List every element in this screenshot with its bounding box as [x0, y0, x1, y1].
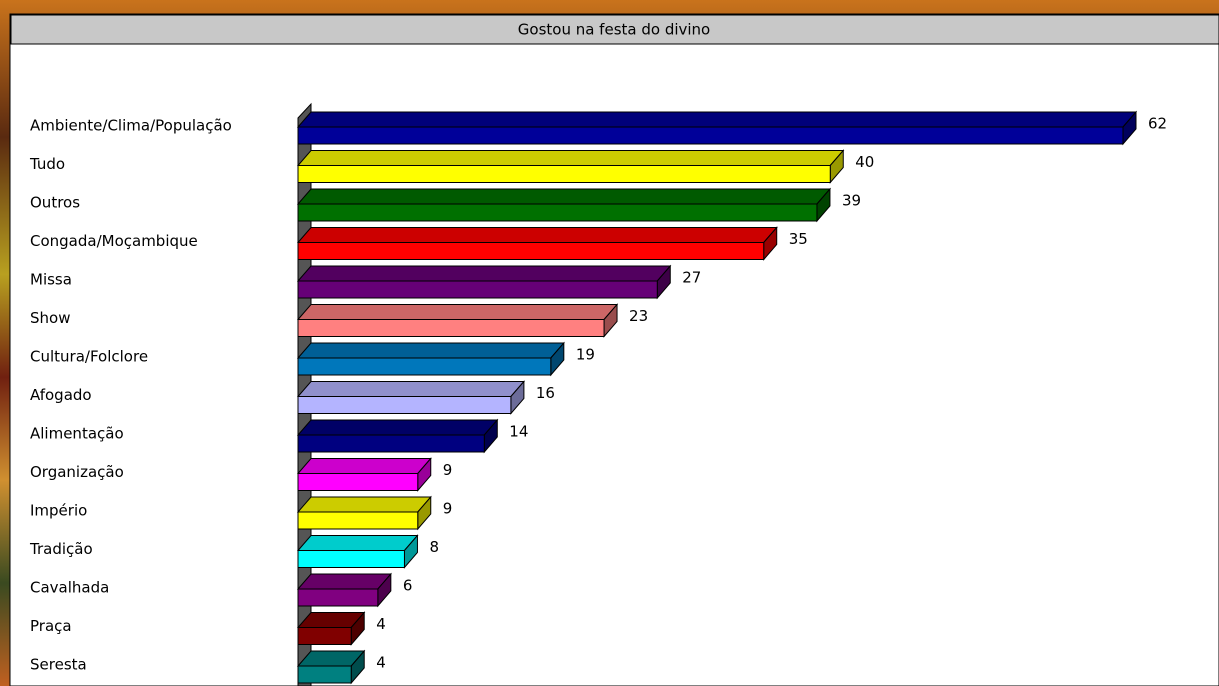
bar [296, 226, 778, 261]
category-label: Cultura/Folclore [30, 348, 148, 366]
bar-front [297, 165, 831, 183]
bar-front [297, 280, 658, 299]
bar-top [296, 496, 432, 513]
bar [296, 495, 432, 531]
bar-front [297, 357, 552, 376]
value-label: 39 [842, 192, 861, 210]
bar-front [297, 126, 1124, 145]
bar [296, 341, 565, 377]
bar-top [296, 535, 419, 551]
category-label: Seresta [30, 656, 87, 674]
bar-top [296, 150, 845, 166]
value-label: 9 [443, 500, 453, 518]
category-label: Afogado [30, 386, 92, 404]
category-label: Outros [30, 194, 80, 212]
value-label: 4 [376, 615, 386, 633]
bar-front [297, 665, 352, 684]
value-label: 19 [576, 346, 595, 364]
value-label: 14 [509, 423, 528, 441]
value-label: 8 [429, 538, 439, 556]
bar-top [296, 342, 565, 359]
bar [296, 149, 845, 184]
category-label: Show [30, 309, 70, 327]
bar-front [297, 203, 818, 222]
value-label: 40 [855, 153, 874, 171]
category-label: Alimentação [30, 425, 124, 443]
bar-front [297, 319, 605, 337]
category-label: Cavalhada [30, 579, 109, 597]
value-label: 16 [536, 384, 555, 402]
category-label: Império [30, 502, 87, 520]
bar-front [297, 511, 419, 530]
bar [296, 457, 432, 492]
bar-top [296, 111, 1138, 128]
value-label: 4 [376, 654, 386, 672]
bar-front [297, 627, 352, 645]
category-label: Congada/Moçambique [30, 232, 198, 250]
category-label: Missa [30, 271, 72, 289]
bar [296, 264, 672, 300]
bar-top [296, 419, 499, 436]
bar-top [296, 265, 672, 282]
bar [296, 418, 499, 454]
category-label: Praça [30, 617, 72, 635]
title-bar [10, 14, 1219, 45]
category-label: Tradição [29, 540, 93, 558]
value-label: 62 [1148, 115, 1167, 133]
bar [296, 649, 366, 685]
bar-top [296, 304, 619, 320]
bar-front [297, 588, 379, 607]
category-label: Tudo [29, 155, 65, 173]
bar-front [297, 473, 419, 491]
bar-top [296, 573, 392, 590]
bar-top [296, 188, 832, 205]
value-label: 27 [682, 269, 701, 287]
category-label: Organização [30, 463, 124, 481]
value-label: 35 [789, 230, 808, 248]
value-label: 9 [443, 461, 453, 479]
bar [296, 611, 366, 646]
bar [296, 303, 619, 338]
chart-title: Gostou na festa do divino [518, 21, 710, 39]
bar-front [297, 434, 485, 453]
bar-top [296, 381, 525, 397]
value-label: 6 [403, 577, 413, 595]
bar [296, 110, 1138, 146]
bar [296, 534, 419, 569]
bar-top [296, 227, 778, 243]
category-label: Ambiente/Clima/População [30, 117, 232, 135]
bar [296, 572, 392, 608]
bar [296, 380, 525, 415]
bar-front [297, 550, 405, 568]
value-label: 23 [629, 307, 648, 325]
bar [296, 187, 832, 223]
bar-top [296, 458, 432, 474]
bar-front [297, 242, 765, 260]
bar-front [297, 396, 512, 414]
